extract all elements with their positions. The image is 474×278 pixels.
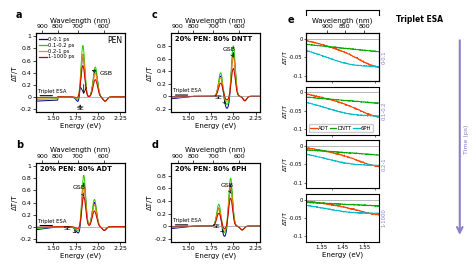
Text: Triplet ESA: Triplet ESA <box>173 88 202 93</box>
Text: SE: SE <box>213 224 223 232</box>
Legend: 0-0.1 ps, 0.1-0.2 ps, 0.2-1 ps, 1-1000 ps: 0-0.1 ps, 0.1-0.2 ps, 0.2-1 ps, 1-1000 p… <box>38 36 76 61</box>
X-axis label: Wavelength (nm): Wavelength (nm) <box>312 17 373 24</box>
X-axis label: Wavelength (nm): Wavelength (nm) <box>185 147 246 153</box>
Legend: ADT, DNTT, 6PH: ADT, DNTT, 6PH <box>309 124 373 132</box>
Text: 20% PEN: 80% ADT: 20% PEN: 80% ADT <box>40 165 112 172</box>
Text: 20% PEN: 80% DNTT: 20% PEN: 80% DNTT <box>175 36 253 42</box>
Text: SE: SE <box>76 105 84 111</box>
Text: SE: SE <box>215 95 226 103</box>
Text: GSB: GSB <box>92 70 113 76</box>
Text: GSB: GSB <box>221 183 234 193</box>
Text: 0.2-1: 0.2-1 <box>382 158 387 171</box>
Text: 20% PEN: 80% 6PH: 20% PEN: 80% 6PH <box>175 165 247 172</box>
Y-axis label: ΔT/T: ΔT/T <box>283 211 288 225</box>
X-axis label: Energy (eV): Energy (eV) <box>195 252 236 259</box>
Text: GSB: GSB <box>222 47 236 57</box>
X-axis label: Energy (eV): Energy (eV) <box>195 123 236 129</box>
Y-axis label: ΔT/T: ΔT/T <box>283 157 288 172</box>
Y-axis label: ΔT/T: ΔT/T <box>283 104 288 118</box>
Text: Triplet ESA: Triplet ESA <box>38 89 67 94</box>
Y-axis label: ΔT/T: ΔT/T <box>12 65 18 81</box>
Text: PEN: PEN <box>107 36 122 45</box>
Y-axis label: ΔT/T: ΔT/T <box>283 50 288 64</box>
Text: GSB: GSB <box>73 185 86 196</box>
Text: c: c <box>151 10 157 20</box>
X-axis label: Energy (eV): Energy (eV) <box>60 123 100 129</box>
Y-axis label: ΔT/T: ΔT/T <box>12 195 18 210</box>
Text: 0-0.1: 0-0.1 <box>382 51 387 64</box>
Y-axis label: ΔT/T: ΔT/T <box>147 195 153 210</box>
X-axis label: Wavelength (nm): Wavelength (nm) <box>50 147 110 153</box>
X-axis label: Energy (eV): Energy (eV) <box>322 252 363 258</box>
Y-axis label: ΔT/T: ΔT/T <box>147 65 153 81</box>
Text: e: e <box>288 15 294 25</box>
X-axis label: Wavelength (nm): Wavelength (nm) <box>50 17 110 24</box>
Text: d: d <box>151 140 158 150</box>
Text: a: a <box>16 10 22 20</box>
Text: 0.1-0.2: 0.1-0.2 <box>382 101 387 120</box>
Text: SE: SE <box>64 226 76 232</box>
Text: Triplet ESA: Triplet ESA <box>38 219 67 224</box>
X-axis label: Wavelength (nm): Wavelength (nm) <box>185 17 246 24</box>
Text: b: b <box>16 140 23 150</box>
Text: 1-1000: 1-1000 <box>382 208 387 227</box>
Text: Time (ps): Time (ps) <box>464 124 469 154</box>
X-axis label: Energy (eV): Energy (eV) <box>60 252 100 259</box>
Text: Triplet ESA: Triplet ESA <box>396 15 443 24</box>
Text: Triplet ESA: Triplet ESA <box>173 218 202 223</box>
